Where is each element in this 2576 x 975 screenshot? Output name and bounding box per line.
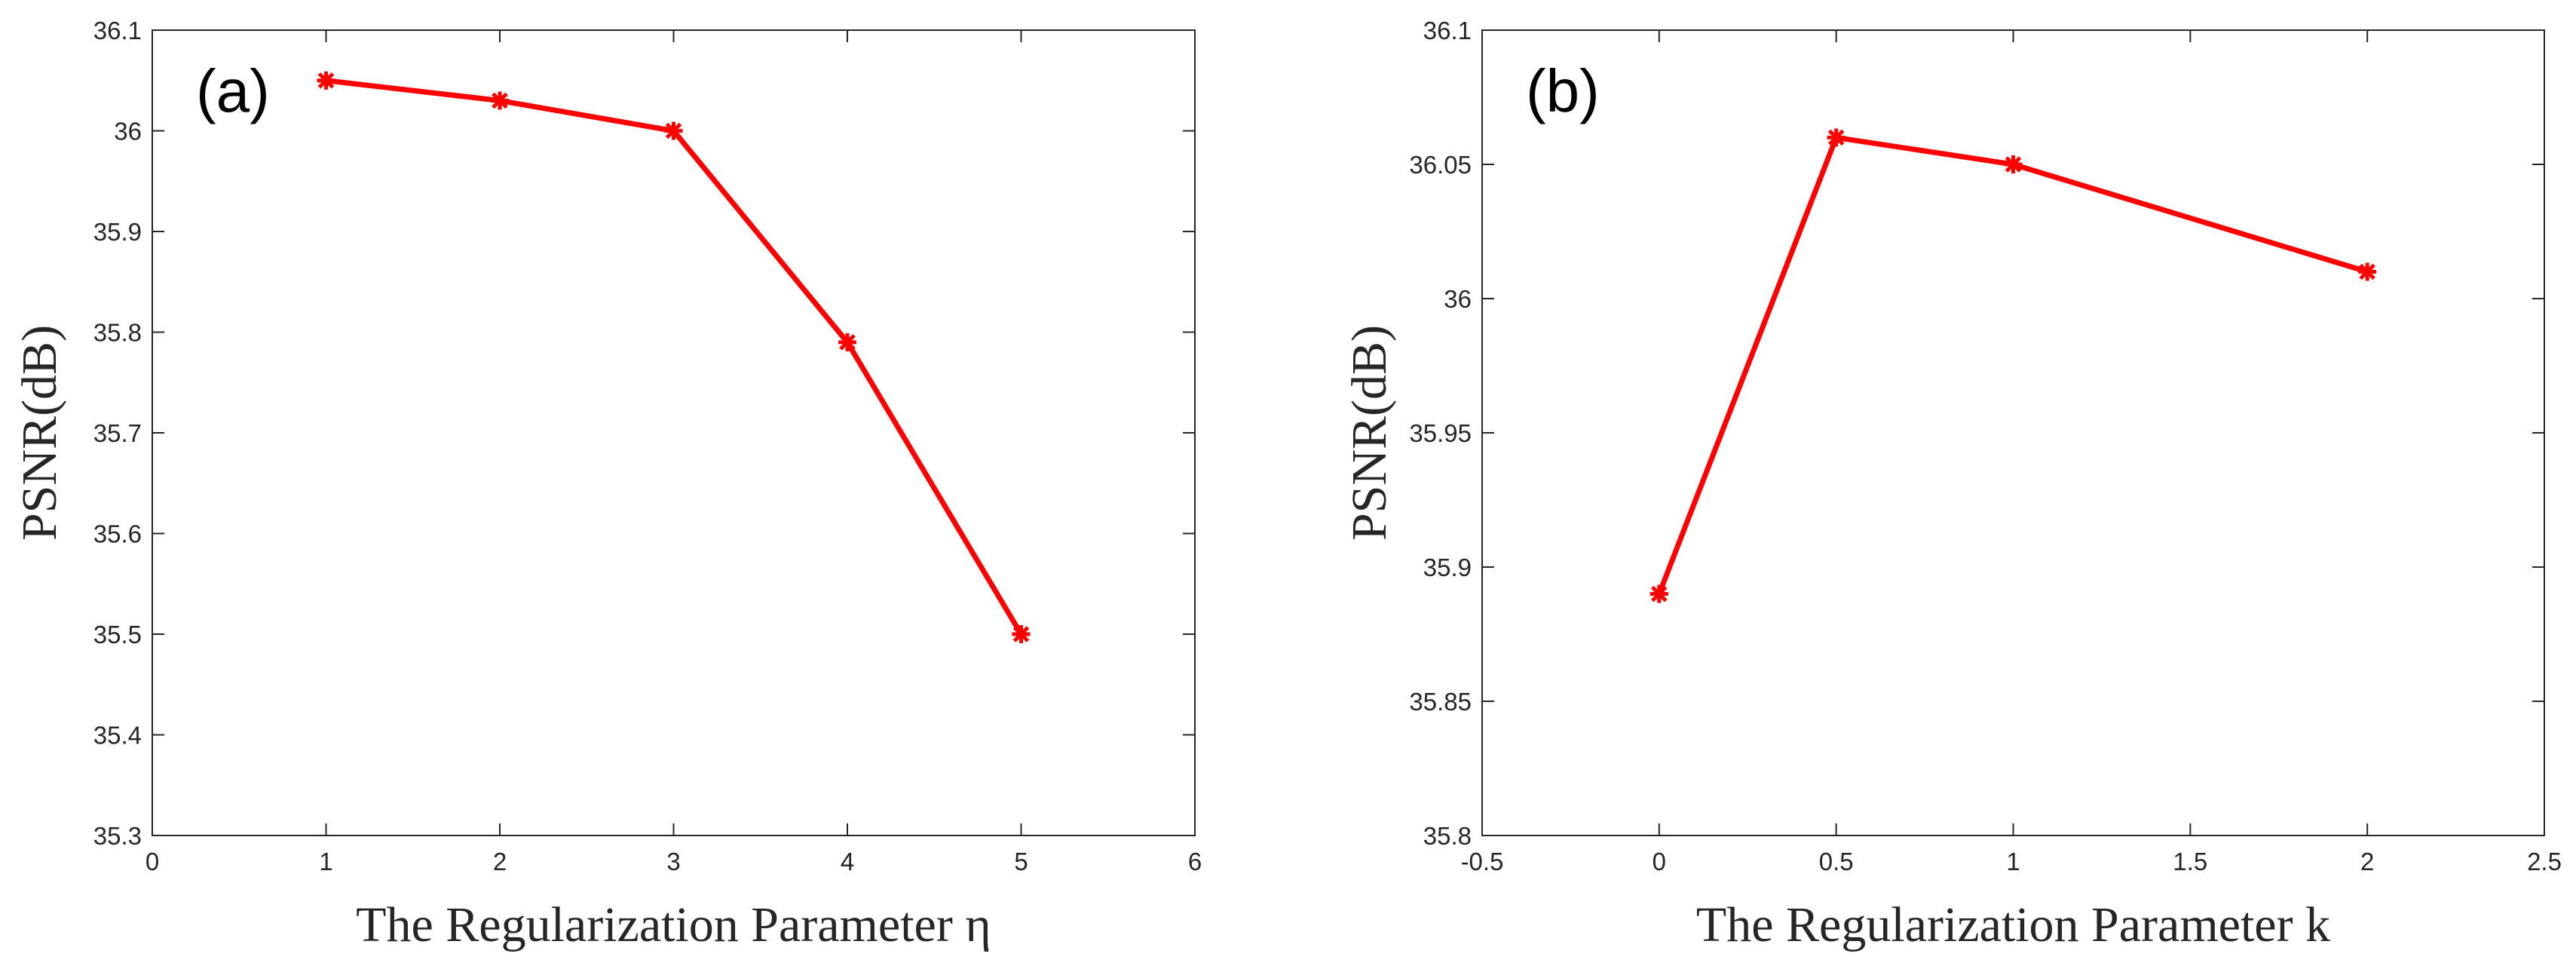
series-line bbox=[326, 78, 1024, 636]
y-tick-label: 35.9 bbox=[93, 218, 142, 246]
data-point bbox=[317, 71, 335, 90]
chart-panel-b: -0.5 0 0.5 1 1.5 2 2.5 35.8 35.85 35.9 35.95 36 36.0… bbox=[1342, 17, 2562, 952]
y-tick-label: 35.8 bbox=[93, 319, 142, 347]
data-point bbox=[664, 121, 683, 140]
x-tick-label: 2 bbox=[2360, 848, 2374, 875]
y-tick-label: 36.05 bbox=[1409, 151, 1472, 179]
data-point bbox=[2358, 262, 2377, 281]
x-tick-label: 4 bbox=[841, 848, 854, 875]
x-tick-label: 6 bbox=[1188, 848, 1202, 875]
series-line bbox=[1656, 134, 2369, 595]
x-tick-label: -0.5 bbox=[1461, 848, 1504, 875]
y-axis-label: PSNR(dB) bbox=[12, 325, 67, 541]
y-tick-label: 35.3 bbox=[93, 822, 142, 850]
marker-stroke bbox=[2005, 156, 2022, 173]
data-point bbox=[2004, 155, 2023, 173]
y-tick-label: 35.8 bbox=[1423, 822, 1472, 850]
x-tick-label: 1 bbox=[319, 848, 332, 875]
axes-box bbox=[1481, 29, 2545, 836]
y-tick-label: 35.95 bbox=[1409, 419, 1472, 447]
y-tick-label: 35.5 bbox=[93, 621, 142, 648]
y-tick-label: 36.1 bbox=[93, 17, 142, 44]
x-tick-label: 3 bbox=[666, 848, 680, 875]
x-tick-label: 2.5 bbox=[2527, 848, 2562, 875]
marker-stroke bbox=[1012, 626, 1030, 642]
y-tick-label: 35.7 bbox=[93, 419, 142, 447]
y-tick-label: 36 bbox=[1444, 285, 1472, 313]
data-point bbox=[838, 333, 856, 351]
x-axis-label: The Regularization Parameter k bbox=[1696, 897, 2330, 952]
data-point bbox=[1012, 625, 1031, 643]
x-tick-label: 1.5 bbox=[2173, 848, 2207, 875]
y-tick-label: 35.9 bbox=[1423, 553, 1472, 581]
y-tick-label: 36 bbox=[114, 118, 142, 146]
marker-stroke bbox=[492, 92, 508, 109]
y-tick-label: 35.4 bbox=[93, 722, 142, 750]
x-tick-label: 1 bbox=[2006, 848, 2020, 875]
chart-panel-a: 0 1 2 3 4 5 6 35.3 35.4 35.5 35.6 35.7 35.8 35.9 36 36.… bbox=[12, 17, 1202, 952]
y-axis-label: PSNR(dB) bbox=[1342, 325, 1397, 541]
panel-label: (b) bbox=[1526, 57, 1600, 124]
marker-stroke bbox=[839, 334, 856, 351]
x-tick-label: 0 bbox=[145, 848, 159, 875]
axes-box bbox=[152, 29, 1196, 836]
x-tick-label: 5 bbox=[1014, 848, 1028, 875]
marker-stroke bbox=[317, 72, 335, 89]
marker-stroke bbox=[1651, 585, 1668, 602]
data-point bbox=[1827, 128, 1845, 147]
data-point bbox=[1649, 584, 1668, 603]
marker-stroke bbox=[2359, 263, 2375, 281]
x-tick-label: 0.5 bbox=[1819, 848, 1854, 875]
panel-label: (a) bbox=[196, 57, 270, 124]
x-axis-label: The Regularization Parameter η bbox=[356, 897, 991, 952]
marker-stroke bbox=[665, 122, 682, 140]
y-tick-label: 35.85 bbox=[1409, 688, 1472, 716]
y-tick-label: 35.6 bbox=[93, 520, 142, 548]
marker-stroke bbox=[1827, 129, 1845, 146]
x-tick-label: 0 bbox=[1652, 848, 1666, 875]
x-tick-label: 2 bbox=[493, 848, 507, 875]
data-point bbox=[491, 91, 509, 110]
y-tick-label: 36.1 bbox=[1423, 17, 1472, 44]
